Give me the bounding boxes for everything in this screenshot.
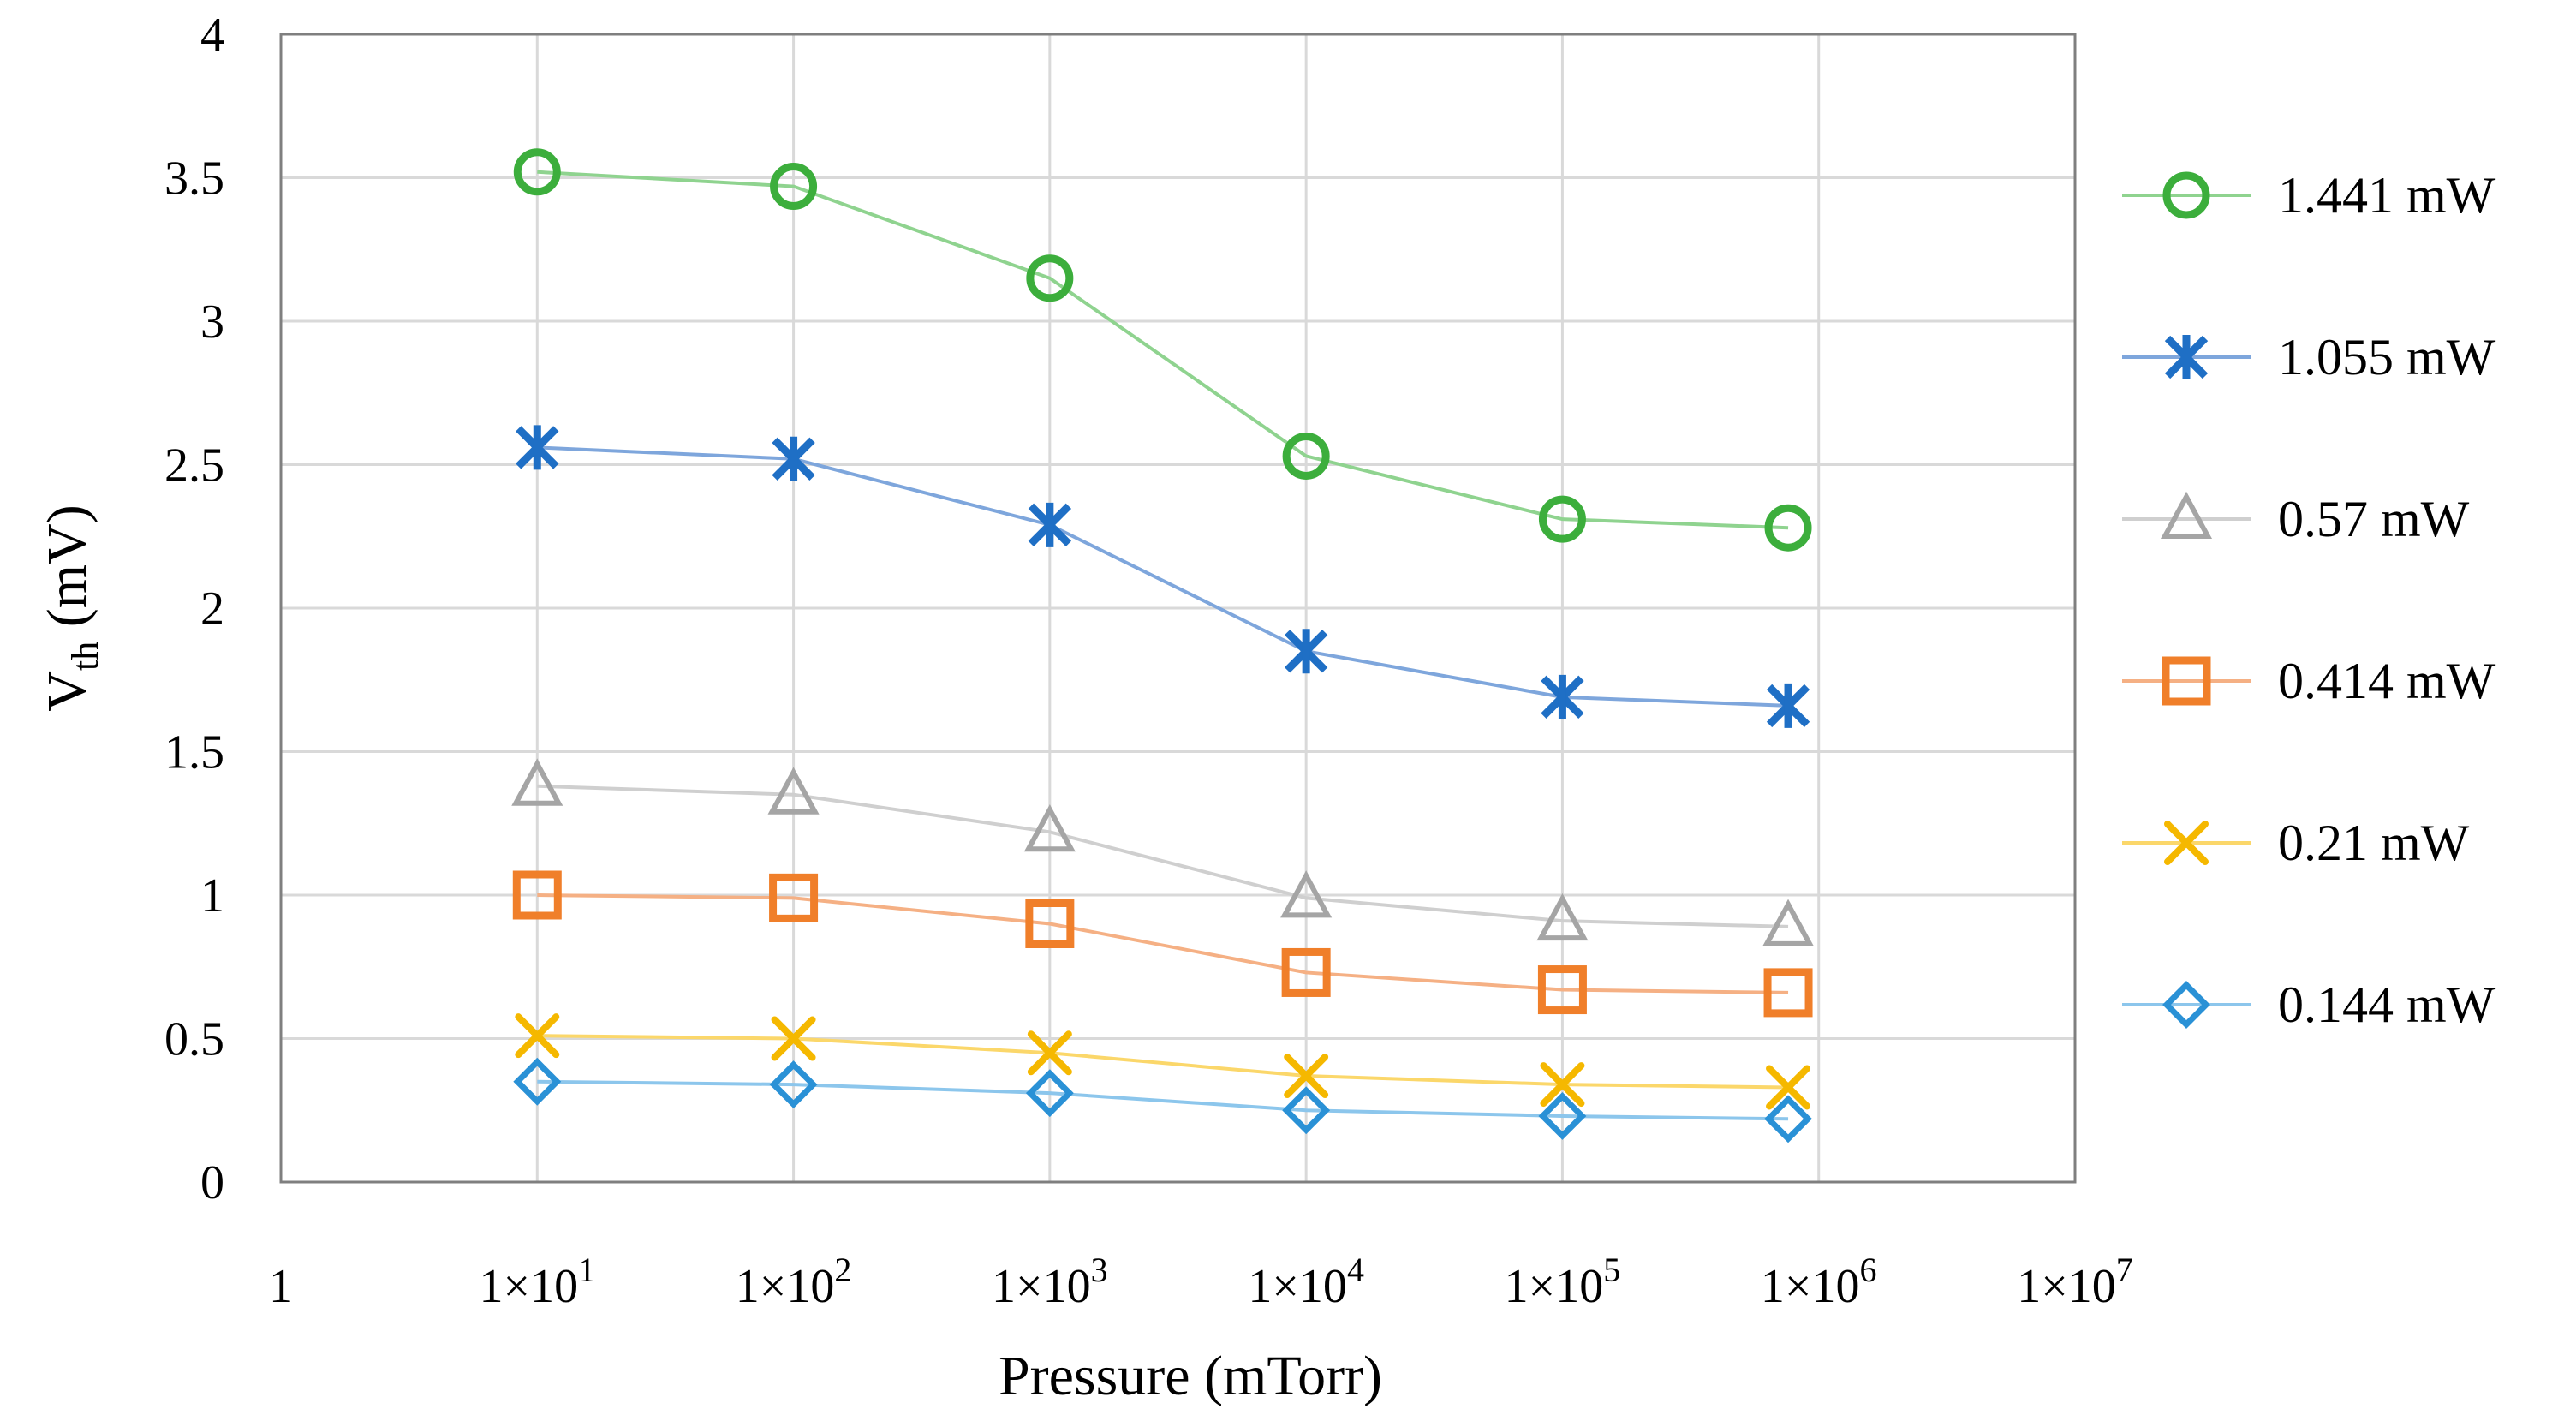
y-tick-label: 3.5 xyxy=(164,152,224,206)
data-point xyxy=(1282,1086,1331,1135)
data-point xyxy=(1284,1054,1329,1099)
legend-label: 0.57 mW xyxy=(2278,491,2470,547)
data-point xyxy=(1027,1030,1072,1076)
data-point xyxy=(516,425,559,470)
y-tick-labels: 0 0.5 1 1.5 2 2.5 3 3.5 4 xyxy=(164,9,224,1209)
series-line xyxy=(537,784,1789,928)
data-point xyxy=(1023,804,1076,852)
legend-label: 0.414 mW xyxy=(2278,653,2496,709)
legend-label: 0.21 mW xyxy=(2278,815,2470,871)
y-axis-title-unit: (mV) xyxy=(36,505,98,641)
data-point xyxy=(515,1013,560,1059)
data-point xyxy=(1025,899,1075,948)
series-0-144-mW xyxy=(513,1057,1812,1143)
legend-label: 0.144 mW xyxy=(2278,976,2496,1033)
series-0-57-mW xyxy=(511,758,1815,946)
x-tick-label: 1 xyxy=(269,1260,293,1313)
x-tick-label: 1×107 xyxy=(2017,1251,2133,1313)
legend: 1.441 mW 1.055 mW 0.57 mW 0.414 mW 0.21 mW 0.… xyxy=(2122,167,2496,1033)
data-point xyxy=(1766,1065,1811,1110)
data-point xyxy=(1028,502,1072,547)
legend-marker xyxy=(2164,335,2209,379)
y-tick-label: 1.5 xyxy=(164,726,224,779)
series-line xyxy=(537,893,1789,994)
data-point xyxy=(1766,683,1810,728)
series-0-414-mW xyxy=(512,870,1813,1018)
y-tick-label: 1 xyxy=(200,869,224,922)
data-point xyxy=(1762,899,1815,946)
x-tick-label: 1×102 xyxy=(736,1251,852,1313)
series-layer xyxy=(511,148,1815,1143)
y-tick-label: 0.5 xyxy=(164,1013,224,1066)
data-point xyxy=(1763,968,1813,1018)
legend-marker xyxy=(2162,171,2210,219)
data-point xyxy=(769,1060,818,1109)
data-point xyxy=(1764,504,1812,552)
plot-area-frame xyxy=(279,33,2077,1184)
series-line xyxy=(537,1034,1789,1090)
legend-marker xyxy=(2160,491,2213,539)
data-point xyxy=(767,767,820,815)
legend-label: 1.441 mW xyxy=(2278,167,2496,224)
data-point xyxy=(512,870,562,920)
x-tick-label: 1×103 xyxy=(992,1251,1108,1313)
data-point xyxy=(1538,1092,1587,1140)
series-line xyxy=(537,1079,1789,1121)
legend-item: 0.21 mW xyxy=(2122,815,2470,871)
legend-item: 0.57 mW xyxy=(2122,491,2470,547)
y-axis-title-subscript: th xyxy=(64,642,106,671)
data-point xyxy=(769,873,819,922)
y-axis-title-main: V xyxy=(36,671,98,712)
data-point xyxy=(513,1057,562,1106)
series-line xyxy=(537,445,1789,708)
legend-item: 0.144 mW xyxy=(2122,976,2496,1033)
legend-label: 1.055 mW xyxy=(2278,329,2496,385)
legend-marker xyxy=(2162,981,2210,1029)
data-point xyxy=(511,758,564,806)
series-1-441-mW xyxy=(513,148,1812,552)
x-tick-label: 1×104 xyxy=(1248,1251,1364,1313)
data-point xyxy=(1284,629,1328,674)
legend-item: 0.414 mW xyxy=(2122,653,2496,709)
x-axis-title: Pressure (mTorr) xyxy=(999,1345,1382,1407)
x-tick-label: 1×106 xyxy=(1761,1251,1877,1313)
y-tick-label: 3 xyxy=(200,296,224,349)
data-point xyxy=(1764,1095,1812,1143)
y-tick-label: 2.5 xyxy=(164,439,224,493)
data-point xyxy=(770,163,818,211)
y-axis-title: Vth (mV) xyxy=(36,505,106,711)
legend-item: 1.441 mW xyxy=(2122,167,2496,224)
data-point xyxy=(771,1016,816,1061)
data-point xyxy=(1541,674,1584,719)
y-tick-label: 0 xyxy=(200,1156,224,1209)
series-line xyxy=(537,170,1789,530)
legend-marker xyxy=(2162,656,2211,706)
legend-item: 1.055 mW xyxy=(2122,329,2496,385)
data-point xyxy=(1280,870,1333,918)
y-tick-label: 2 xyxy=(200,582,224,636)
data-point xyxy=(1536,893,1589,941)
series-1-055-mW xyxy=(516,425,1810,728)
data-point xyxy=(513,148,561,196)
data-point xyxy=(1026,254,1074,302)
data-point xyxy=(1025,1069,1074,1118)
legend-marker xyxy=(2164,821,2209,865)
y-tick-label: 4 xyxy=(200,9,224,62)
data-point xyxy=(1281,947,1331,997)
data-point xyxy=(1538,495,1586,543)
x-tick-labels: 1 1×101 1×102 1×103 1×104 1×105 1×106 1×107 xyxy=(269,1251,2133,1313)
data-point xyxy=(772,436,815,481)
x-tick-label: 1×101 xyxy=(479,1251,595,1313)
series-0-21-mW xyxy=(515,1013,1811,1110)
data-point xyxy=(1282,432,1330,480)
data-point xyxy=(1537,965,1587,1015)
data-point xyxy=(1540,1062,1585,1108)
x-tick-label: 1×105 xyxy=(1505,1251,1621,1313)
